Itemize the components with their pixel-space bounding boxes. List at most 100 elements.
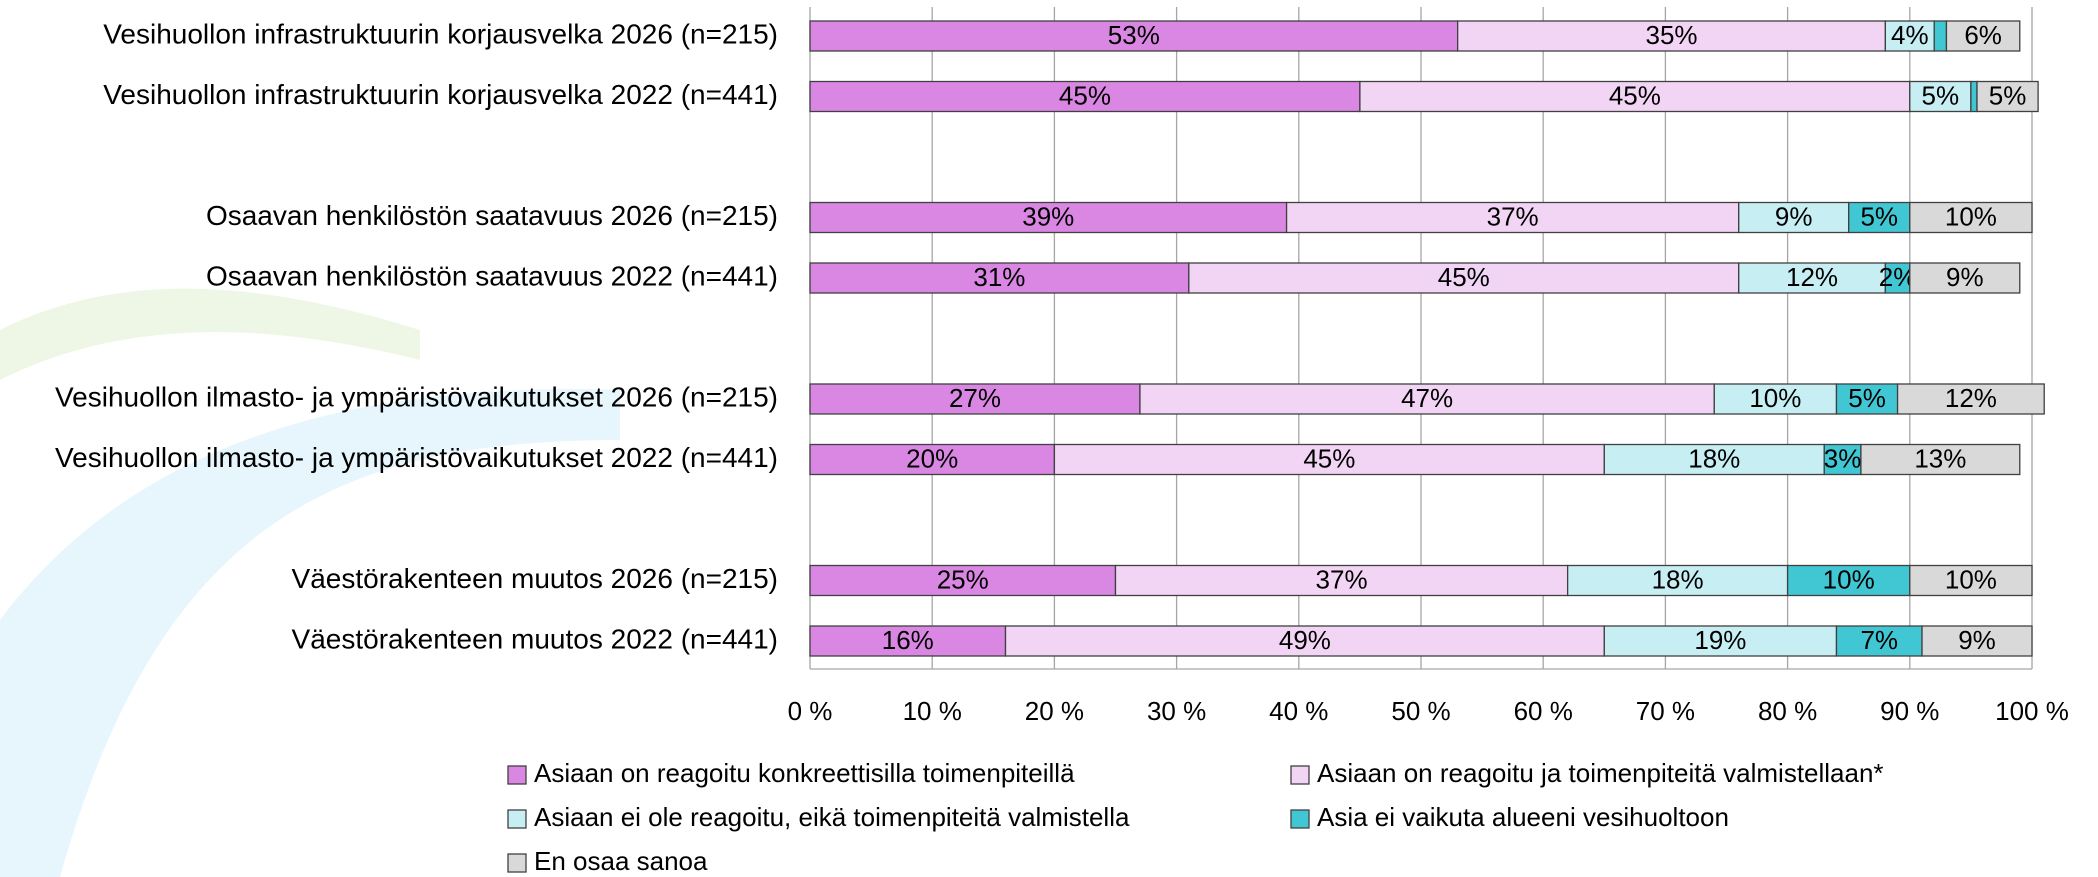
category-label: Vesihuollon ilmasto- ja ympäristövaikutu…: [55, 381, 778, 412]
x-tick-label: 80 %: [1758, 696, 1817, 726]
bar-segment: [1603, 625, 1838, 657]
legend-swatch: [507, 765, 527, 785]
decor-swoosh: [0, 288, 420, 380]
bar-segment: [1786, 564, 1911, 597]
data-label: 18%: [1652, 564, 1704, 594]
data-label: 12%: [1786, 262, 1838, 292]
category-label: Vesihuollon ilmasto- ja ympäristövaikutu…: [55, 442, 778, 473]
x-tick-label: 100 %: [1995, 696, 2069, 726]
bar-segment: [1896, 383, 2045, 415]
bar-segment: [809, 262, 1190, 294]
data-label: 12%: [1945, 383, 1997, 413]
data-label: 18%: [1688, 443, 1740, 473]
bar-segment: [1713, 383, 1838, 415]
bar-segment: [1933, 20, 1948, 52]
data-label: 9%: [1775, 201, 1813, 231]
legend-label: En osaa sanoa: [534, 846, 708, 876]
data-label: 45%: [1609, 80, 1661, 110]
bar-segment: [1921, 625, 2033, 657]
x-tick-label: 90 %: [1880, 696, 1939, 726]
bar-segment: [1738, 201, 1850, 234]
data-label: 10%: [1823, 564, 1875, 594]
decor-swoosh: [0, 389, 620, 877]
bar-segment: [1909, 564, 2033, 597]
bar-segment: [1945, 20, 2021, 52]
category-label: Väestörakenteen muutos 2022 (n=441): [292, 623, 778, 654]
legend-label: Asia ei vaikuta alueeni vesihuoltoon: [1317, 802, 1729, 832]
bar-segment: [1976, 80, 2039, 113]
category-label: Osaavan henkilöstön saatavuus 2022 (n=44…: [206, 260, 778, 291]
background-decoration: [0, 288, 620, 877]
bar-segment: [1457, 20, 1887, 52]
legend-swatch: [507, 853, 527, 873]
legend-label: Asiaan ei ole reagoitu, eikä toimenpitei…: [534, 802, 1130, 832]
data-label: 37%: [1316, 564, 1368, 594]
bar-segment: [1884, 262, 1911, 294]
data-label: 35%: [1645, 20, 1697, 50]
category-label: Vesihuollon infrastruktuurin korjausvelk…: [103, 18, 778, 49]
category-label: Väestörakenteen muutos 2026 (n=215): [292, 563, 778, 594]
x-tick-label: 60 %: [1514, 696, 1573, 726]
legend-swatch: [507, 809, 527, 829]
data-label: 53%: [1108, 20, 1160, 50]
data-label: 13%: [1914, 443, 1966, 473]
category-label: Osaavan henkilöstön saatavuus 2026 (n=21…: [206, 200, 778, 231]
category-label: Vesihuollon infrastruktuurin korjausvelk…: [103, 79, 778, 110]
x-tick-label: 0 %: [788, 696, 833, 726]
data-label: 25%: [937, 564, 989, 594]
legend-swatch: [1290, 809, 1310, 829]
data-label: 20%: [906, 443, 958, 473]
bar-segment: [809, 625, 1007, 657]
data-label: 5%: [1848, 383, 1886, 413]
data-label: 47%: [1401, 383, 1453, 413]
data-label: 10%: [1945, 201, 1997, 231]
x-tick-label: 40 %: [1269, 696, 1328, 726]
data-label: 10%: [1749, 383, 1801, 413]
bar-segment: [1909, 201, 2033, 234]
data-label: 10%: [1945, 564, 1997, 594]
bar-segment: [1835, 383, 1899, 415]
data-label: 3%: [1824, 443, 1862, 473]
data-label: 31%: [973, 262, 1025, 292]
bar-segment: [1139, 383, 1715, 415]
data-label: 27%: [949, 383, 1001, 413]
bar-segment: [1359, 80, 1911, 113]
data-label: 9%: [1946, 262, 1984, 292]
bar-segment: [809, 383, 1141, 415]
data-label: 49%: [1279, 625, 1331, 655]
data-label: 45%: [1059, 80, 1111, 110]
x-tick-label: 30 %: [1147, 696, 1206, 726]
data-label: 4%: [1891, 20, 1929, 50]
data-label: 45%: [1438, 262, 1490, 292]
bar-segment: [1909, 262, 2021, 294]
x-tick-label: 10 %: [903, 696, 962, 726]
bar-segment: [1823, 443, 1862, 476]
bar-segment: [1884, 20, 1935, 52]
data-label: 19%: [1694, 625, 1746, 655]
legend-label: Asiaan on reagoitu ja toimenpiteitä valm…: [1317, 758, 1884, 788]
bar-segment: [1114, 564, 1569, 597]
data-label: 9%: [1958, 625, 1996, 655]
data-label: 16%: [882, 625, 934, 655]
bar-segment: [1970, 80, 1978, 113]
bar-segment: [1603, 443, 1825, 476]
bar-segment: [1860, 443, 2021, 476]
data-label: 45%: [1303, 443, 1355, 473]
bar-segment: [1738, 262, 1887, 294]
bar-segment: [809, 80, 1361, 113]
bar-segment: [1004, 625, 1605, 657]
data-label: 5%: [1989, 80, 2027, 110]
bar-segment: [1909, 80, 1972, 113]
data-label: 7%: [1860, 625, 1898, 655]
x-tick-label: 70 %: [1636, 696, 1695, 726]
data-label: 37%: [1487, 201, 1539, 231]
data-label: 5%: [1922, 80, 1960, 110]
bar-segment: [1285, 201, 1740, 234]
data-label: 6%: [1964, 20, 2002, 50]
data-label: 39%: [1022, 201, 1074, 231]
legend-swatch: [1290, 765, 1310, 785]
data-label: 5%: [1860, 201, 1898, 231]
bar-segment: [1188, 262, 1740, 294]
legend-label: Asiaan on reagoitu konkreettisilla toime…: [534, 758, 1075, 788]
